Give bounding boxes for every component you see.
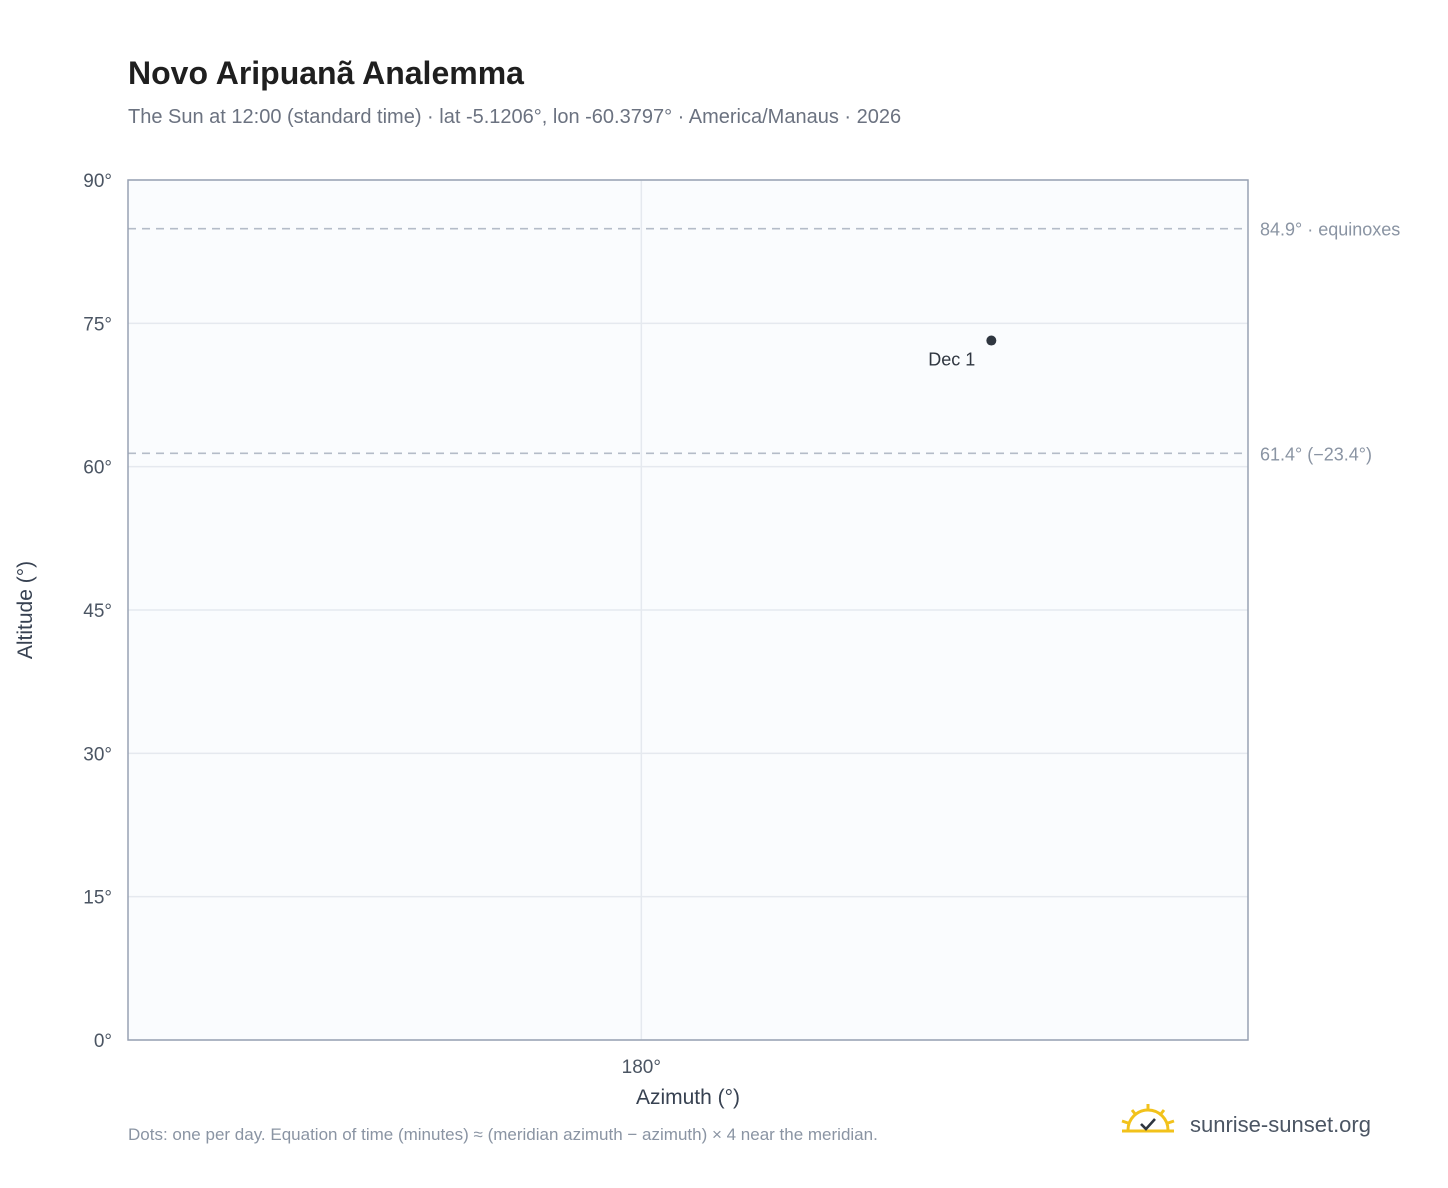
month-markers: Jan 1Feb 1Mar 1Apr 1May 1Jun 1Jul 1Aug 1…	[928, 335, 997, 370]
x-axis-title: Azimuth (°)	[636, 1086, 740, 1109]
y-tick-label: 75°	[83, 314, 112, 335]
plot-frame	[127, 179, 1249, 1041]
x-tick-label: 180°	[622, 1057, 661, 1078]
sun-check-icon	[1121, 1104, 1175, 1133]
chart-subtitle: The Sun at 12:00 (standard time) · lat -…	[128, 106, 901, 128]
y-tick-label: 90°	[83, 171, 112, 192]
y-tick-label: 45°	[83, 601, 112, 622]
y-axis-title: Altitude (°)	[14, 561, 37, 659]
y-tick-label: 0°	[94, 1031, 112, 1052]
reference-line-label: 84.9° · equinoxes	[1260, 220, 1400, 240]
y-tick-label: 60°	[83, 458, 112, 479]
y-tick-label: 30°	[83, 744, 112, 765]
reference-line-label: 61.4° (−23.4°)	[1260, 444, 1372, 464]
axis-ticks: 180°240°300°0°60°120°180°0°15°30°45°60°7…	[83, 171, 661, 1078]
month-label: Dec 1	[928, 350, 975, 370]
month-marker	[986, 335, 997, 346]
chart-title: Novo Aripuanã Analemma	[128, 55, 524, 91]
footnote: Dots: one per day. Equation of time (min…	[128, 1125, 878, 1144]
brand-name: sunrise-sunset.org	[1190, 1112, 1371, 1137]
y-tick-label: 15°	[83, 888, 112, 909]
